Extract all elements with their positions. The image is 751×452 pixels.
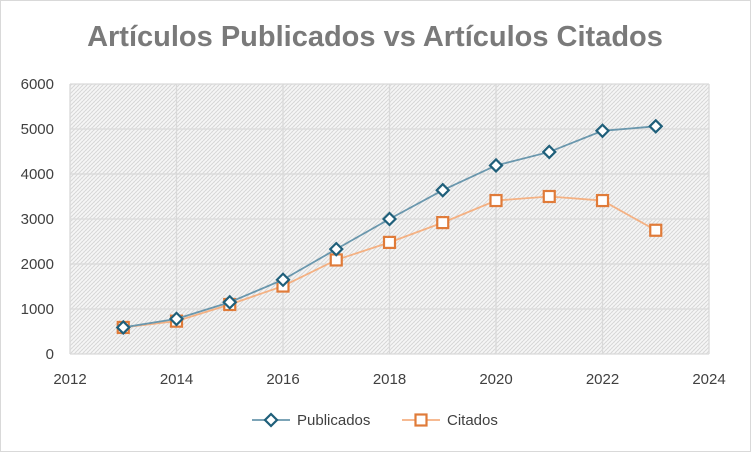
series-layer	[115, 118, 664, 336]
data-point-publicados	[381, 211, 398, 227]
data-point-citados	[595, 193, 610, 208]
data-point-publicados	[222, 294, 238, 310]
data-point-citados	[382, 235, 397, 249]
data-point-publicados	[328, 241, 344, 257]
x-tick-label: 2016	[266, 371, 299, 388]
y-tick-label: 6000	[21, 76, 54, 93]
data-point-citados	[542, 189, 556, 204]
x-tick-label: 2024	[692, 371, 725, 388]
x-tick-label: 2014	[160, 371, 193, 388]
data-point-publicados	[168, 311, 185, 327]
data-point-citados	[436, 216, 450, 230]
y-tick-label: 4000	[21, 166, 54, 183]
data-point-publicados	[594, 123, 611, 139]
legend: Publicados Citados	[252, 412, 498, 429]
y-tick-label: 1000	[21, 301, 54, 318]
chart-title: Artículos Publicados vs Artículos Citado…	[87, 21, 663, 53]
legend-label-citados: Citados	[447, 412, 498, 429]
series-publicados	[115, 118, 664, 336]
legend-label-publicados: Publicados	[297, 412, 370, 429]
y-tick-label: 5000	[21, 121, 54, 138]
y-axis-ticks: 0 1000 2000 3000 4000 5000 6000	[21, 76, 54, 363]
legend-marker-citados	[414, 413, 428, 427]
y-tick-label: 3000	[21, 211, 54, 228]
data-point-citados	[489, 193, 503, 208]
data-point-publicados	[115, 319, 131, 336]
data-point-publicados	[435, 182, 451, 198]
x-axis-ticks: 2012 2014 2016 2018 2020 2022 2024	[53, 371, 725, 388]
x-tick-label: 2022	[586, 371, 619, 388]
data-point-publicados	[275, 272, 291, 288]
gridlines	[69, 83, 710, 355]
data-point-citados	[649, 223, 663, 237]
data-point-publicados	[541, 144, 557, 160]
data-point-publicados	[488, 157, 504, 174]
legend-marker-publicados	[263, 412, 279, 428]
x-tick-label: 2012	[53, 371, 86, 388]
x-tick-label: 2020	[479, 371, 512, 388]
data-point-publicados	[648, 118, 664, 134]
y-tick-label: 0	[46, 346, 54, 363]
x-tick-label: 2018	[373, 371, 406, 388]
y-tick-label: 2000	[21, 256, 54, 273]
